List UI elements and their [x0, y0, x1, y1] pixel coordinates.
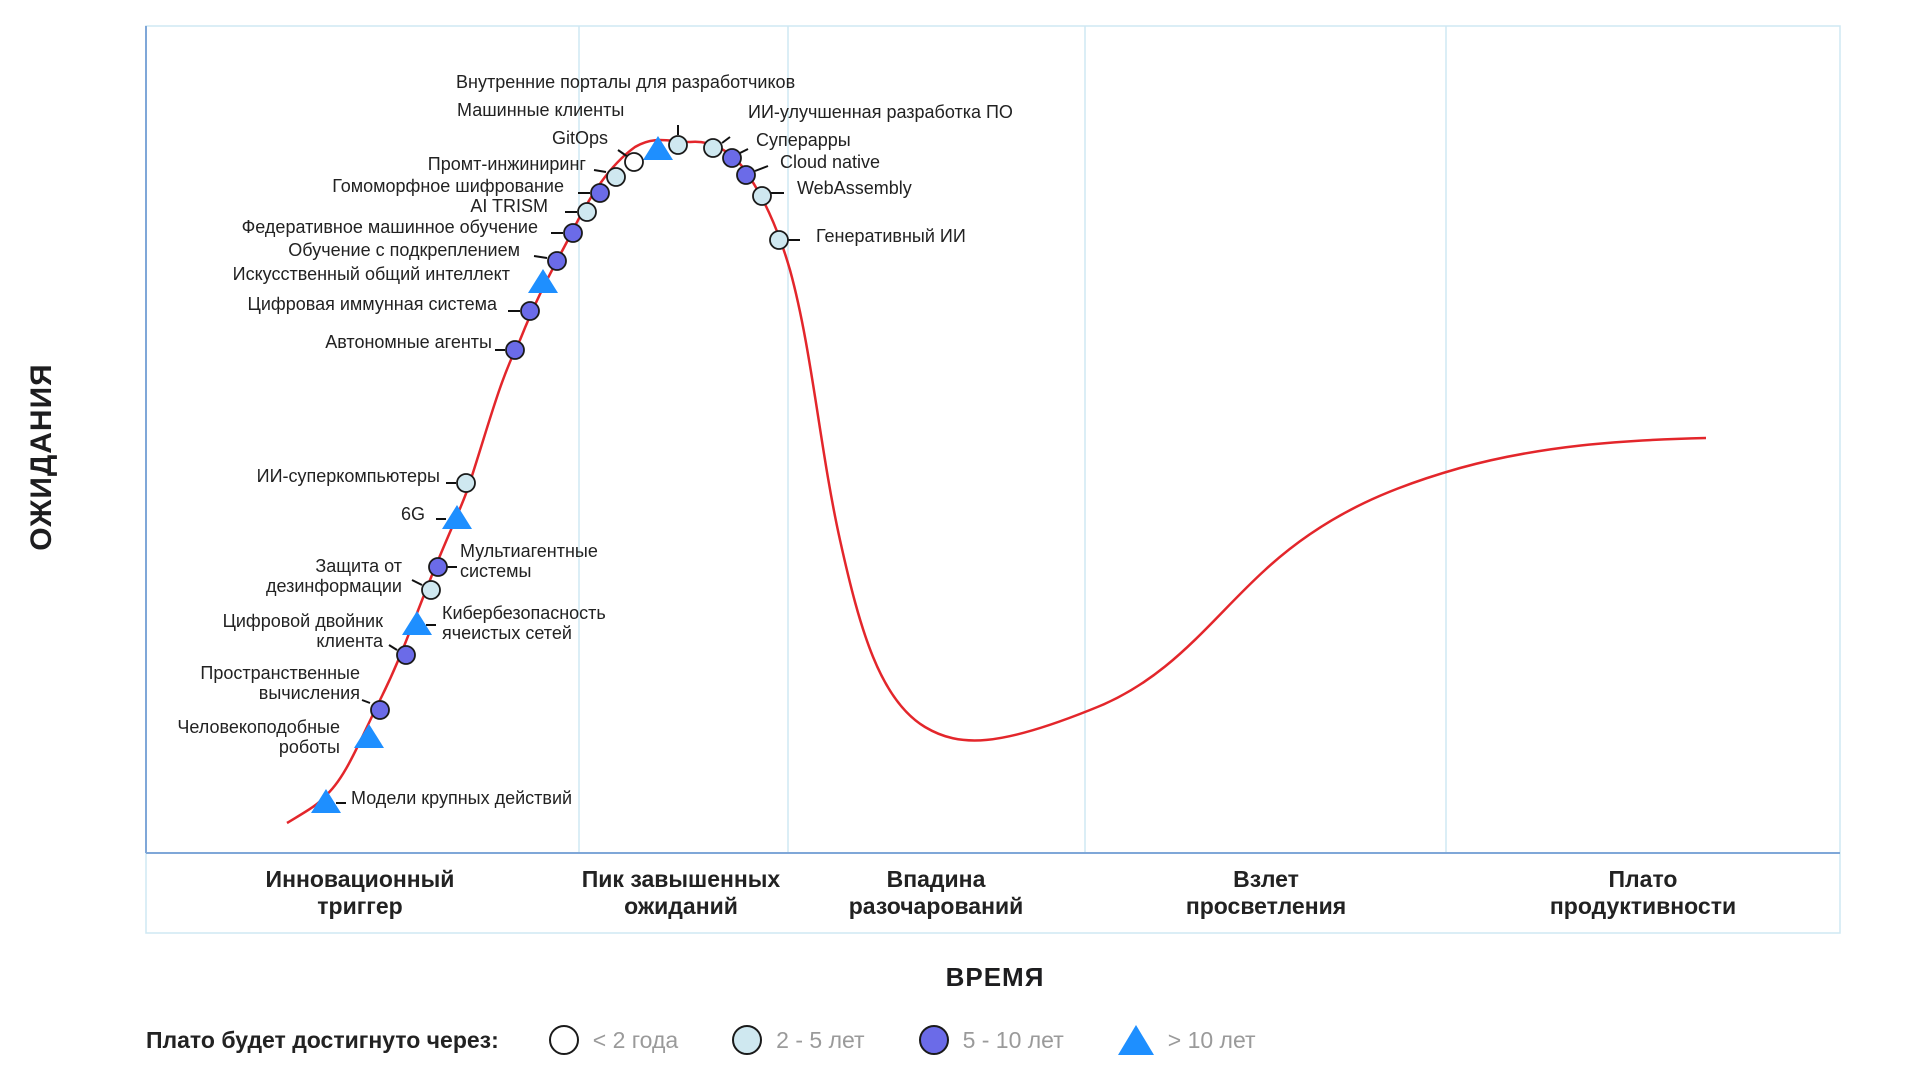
technology-marker-circle: [505, 340, 525, 360]
technology-label: Искусственный общий интеллект: [233, 264, 510, 284]
phase-innovation-trigger: Инновационный триггер: [265, 866, 455, 919]
marker-tick: [721, 136, 731, 144]
technology-label: Пространственные вычисления: [200, 663, 360, 703]
light-blue-circle-icon: [732, 1025, 763, 1055]
technology-marker-triangle: [354, 724, 384, 748]
marker-ticks: [336, 125, 800, 804]
marker-tick: [411, 579, 423, 586]
technology-label: ИИ-улучшенная разработка ПО: [748, 102, 1013, 122]
technology-marker-circle: [736, 165, 756, 185]
technology-marker-circle: [703, 138, 723, 158]
technology-marker-circle: [722, 148, 742, 168]
technology-marker-triangle: [528, 269, 558, 293]
marker-tick: [388, 644, 398, 651]
technology-label: WebAssembly: [797, 178, 912, 198]
technology-label: Автономные агенты: [325, 332, 492, 352]
phase-slope-enlightenment: Взлет просветления: [1185, 866, 1347, 919]
technology-marker-circle: [547, 251, 567, 271]
phase-peak-expectations: Пик завышенных ожиданий: [581, 866, 781, 919]
phase-trough-disillusionment: Впадина разочарований: [848, 866, 1024, 919]
technology-marker-circle: [590, 183, 610, 203]
technology-label: Цифровой двойник клиента: [223, 611, 384, 651]
chart-frame: [145, 25, 1841, 934]
marker-tick: [533, 255, 548, 259]
technology-marker-circle: [456, 473, 476, 493]
technology-marker-circle: [752, 186, 772, 206]
technology-marker-circle: [563, 223, 583, 243]
technology-label: Cloud native: [780, 152, 880, 172]
phase-plateau-productivity: Плато продуктивности: [1549, 866, 1737, 919]
marker-tick: [361, 699, 371, 704]
technology-marker-circle: [370, 700, 390, 720]
technology-label: Обучение с подкреплением: [288, 240, 520, 260]
technology-label: ИИ-суперкомпьютеры: [257, 466, 440, 486]
technology-marker-triangle: [643, 136, 673, 160]
legend-label: 2 - 5 лет: [776, 1026, 865, 1053]
technology-labels: Внутренние порталы для разработчиков Маши…: [177, 72, 1013, 808]
technology-label: Защита от дезинформации: [266, 556, 402, 596]
technology-marker-circle: [624, 152, 644, 172]
technology-label: Промт-инжиниринг: [428, 154, 587, 174]
technology-label: Федеративное машинное обучение: [242, 217, 538, 237]
legend-label: < 2 года: [592, 1026, 679, 1053]
technology-label: Человекоподобные роботы: [177, 717, 340, 757]
technology-marker-circle: [428, 557, 448, 577]
legend-label: > 10 лет: [1167, 1026, 1256, 1053]
technology-label: Машинные клиенты: [457, 100, 624, 120]
technology-marker-circle: [668, 135, 688, 155]
legend-item-2-5: 2 - 5 лет: [732, 1025, 865, 1055]
technology-marker-triangle: [311, 789, 341, 813]
legend-label: 5 - 10 лет: [962, 1026, 1064, 1053]
technology-marker-circle: [520, 301, 540, 321]
technology-marker-circle: [606, 167, 626, 187]
technology-label: GitOps: [552, 128, 608, 148]
legend-item-under-2: < 2 года: [548, 1025, 679, 1055]
technology-marker-circle: [396, 645, 416, 665]
technology-marker-circle: [769, 230, 789, 250]
legend-item-over-10: > 10 лет: [1117, 1025, 1256, 1055]
technology-markers: [311, 135, 789, 813]
technology-marker-circle: [421, 580, 441, 600]
technology-marker-triangle: [442, 505, 472, 529]
legend: Плато будет достигнуто через: < 2 года 2…: [146, 1020, 1310, 1060]
technology-label: Мультиагентные системы: [460, 541, 598, 581]
marker-tick: [739, 148, 749, 154]
marker-tick: [593, 169, 607, 173]
x-axis-label: ВРЕМЯ: [945, 962, 1045, 992]
white-circle-icon: [548, 1025, 579, 1055]
purple-circle-icon: [918, 1025, 949, 1055]
technology-marker-triangle: [402, 611, 432, 635]
marker-tick: [754, 165, 769, 172]
y-axis-label: ОЖИДАНИЯ: [25, 363, 58, 551]
technology-label: Генеративный ИИ: [816, 226, 966, 246]
legend-title: Плато будет достигнуто через:: [146, 1026, 499, 1053]
blue-triangle-icon: [1117, 1025, 1154, 1055]
technology-label: Внутренние порталы для разработчиков: [456, 72, 795, 92]
technology-label: Гомоморфное шифрование: [332, 176, 564, 196]
legend-item-5-10: 5 - 10 лет: [918, 1025, 1064, 1055]
technology-label: AI TRISM: [470, 196, 548, 216]
technology-label: Модели крупных действий: [351, 788, 572, 808]
technology-label: Цифровая иммунная система: [248, 294, 498, 314]
technology-marker-circle: [577, 202, 597, 222]
technology-label: 6G: [401, 504, 425, 524]
technology-label: Суперappы: [756, 130, 851, 150]
technology-label: Кибербезопасность ячеистых сетей: [442, 603, 606, 643]
